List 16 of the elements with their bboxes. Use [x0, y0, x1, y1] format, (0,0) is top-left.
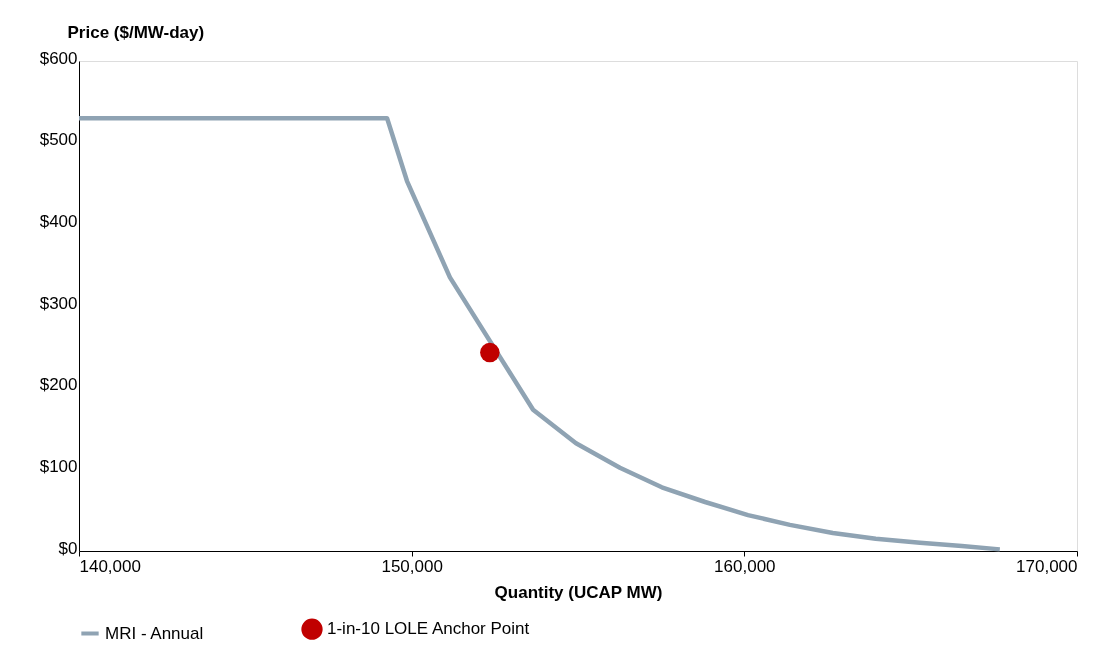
y-tick-label: $300	[39, 293, 78, 313]
legend-label: 1-in-10 LOLE Anchor Point	[327, 619, 530, 639]
x-tick-label: 170,000	[1016, 556, 1078, 576]
x-tick-label: 160,000	[714, 556, 776, 576]
y-tick-label: $400	[39, 211, 78, 231]
y-tick-label: $100	[39, 456, 78, 476]
y-axis-title: Price ($/MW-day)	[67, 22, 205, 42]
y-tick-label: $0	[58, 538, 78, 558]
y-tick-label: $600	[39, 48, 78, 68]
x-axis-title: Quantity (UCAP MW)	[494, 582, 663, 602]
line-series	[76, 115, 1003, 552]
y-tick-label: $200	[39, 375, 78, 395]
x-tick-label: 150,000	[381, 556, 443, 576]
y-tick-label: $500	[39, 130, 78, 150]
x-tick-label: 140,000	[79, 556, 141, 576]
legend-label: MRI - Annual	[105, 623, 204, 643]
